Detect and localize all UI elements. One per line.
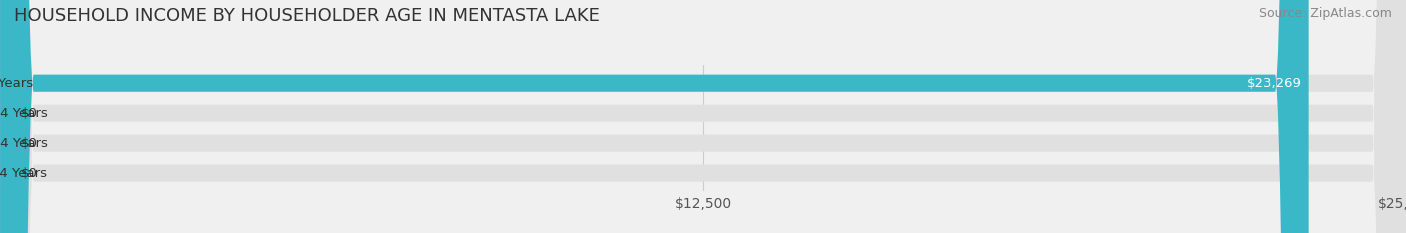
Text: 25 to 44 Years: 25 to 44 Years [0,137,48,150]
Text: 15 to 24 Years: 15 to 24 Years [0,167,48,180]
Text: $0: $0 [21,107,38,120]
Text: $0: $0 [21,167,38,180]
Text: Source: ZipAtlas.com: Source: ZipAtlas.com [1258,7,1392,20]
FancyBboxPatch shape [0,0,1309,233]
Text: 65+ Years: 65+ Years [0,77,34,90]
Text: 45 to 64 Years: 45 to 64 Years [0,107,48,120]
Text: HOUSEHOLD INCOME BY HOUSEHOLDER AGE IN MENTASTA LAKE: HOUSEHOLD INCOME BY HOUSEHOLDER AGE IN M… [14,7,600,25]
Text: $23,269: $23,269 [1247,77,1302,90]
Text: $0: $0 [21,137,38,150]
